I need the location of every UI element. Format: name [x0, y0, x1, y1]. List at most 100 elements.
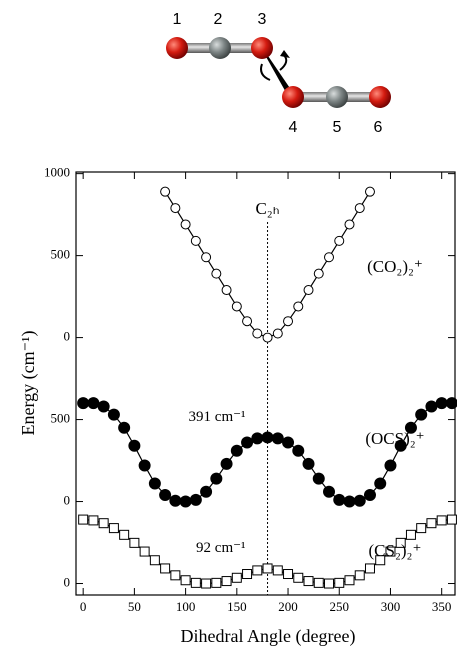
data-point: [324, 252, 335, 263]
data-point: [324, 578, 335, 589]
data-point: [190, 577, 201, 588]
data-point: [231, 572, 242, 583]
data-point: [374, 477, 387, 490]
series-label: (CO₂)₂⁺: [367, 257, 423, 276]
atom: [326, 86, 348, 108]
data-point: [261, 431, 274, 444]
data-point: [119, 529, 130, 540]
data-point: [363, 488, 376, 501]
barrier-label: 92 cm⁻¹: [196, 540, 246, 556]
x-tick-label: 100: [176, 599, 196, 614]
data-point: [129, 537, 140, 548]
data-point: [333, 493, 346, 506]
data-point: [242, 316, 253, 327]
data-point: [201, 578, 212, 589]
data-point: [88, 515, 99, 526]
data-point: [189, 493, 202, 506]
data-point: [262, 563, 273, 574]
data-point: [426, 518, 437, 529]
atom-label: 2: [214, 11, 223, 28]
data-point: [221, 285, 232, 296]
data-point: [139, 546, 150, 557]
data-point: [283, 316, 294, 327]
data-point: [148, 477, 161, 490]
data-point: [149, 555, 160, 566]
arrow-head: [280, 50, 290, 58]
data-point: [230, 444, 243, 457]
data-point: [364, 186, 375, 197]
data-point: [344, 219, 355, 230]
y-tick-label: 500: [51, 247, 71, 262]
data-point: [416, 523, 427, 534]
data-point: [292, 444, 305, 457]
data-point: [302, 457, 315, 470]
y-tick-label: 0: [64, 329, 71, 344]
data-point: [241, 436, 254, 449]
data-point: [425, 400, 438, 413]
data-point: [436, 515, 447, 526]
data-point: [282, 436, 295, 449]
data-point: [415, 408, 428, 421]
data-point: [272, 328, 283, 339]
series-label: (OCS)₂⁺: [365, 429, 424, 448]
data-point: [179, 495, 192, 508]
data-point: [344, 575, 355, 586]
data-point: [220, 457, 233, 470]
data-point: [445, 397, 457, 410]
data-point: [221, 576, 232, 587]
data-point: [211, 577, 222, 588]
data-point: [118, 421, 131, 434]
data-point: [98, 518, 109, 529]
reference-label: C₂ₕ: [255, 199, 279, 218]
data-point: [251, 432, 264, 445]
data-point: [435, 397, 448, 410]
data-point: [353, 494, 366, 507]
data-point: [303, 285, 314, 296]
atom: [251, 37, 273, 59]
data-point: [354, 203, 365, 214]
atom-label: 3: [258, 11, 267, 28]
data-point: [343, 495, 356, 508]
data-point: [78, 514, 89, 525]
x-tick-label: 50: [128, 599, 141, 614]
atom-label: 1: [173, 11, 182, 28]
data-point: [312, 472, 325, 485]
atom-label: 4: [289, 119, 298, 136]
data-point: [97, 400, 110, 413]
data-point: [160, 563, 171, 574]
data-point: [170, 570, 181, 581]
data-point: [231, 301, 242, 312]
data-point: [262, 332, 273, 343]
plot-frame: [75, 171, 456, 596]
data-point: [283, 569, 294, 580]
x-axis-title: Dihedral Angle (degree): [181, 626, 356, 647]
data-point: [210, 472, 223, 485]
data-point: [354, 570, 365, 581]
data-point: [180, 219, 191, 230]
y-tick-label: 1000: [44, 165, 70, 180]
data-point: [138, 459, 151, 472]
data-point: [313, 577, 324, 588]
data-point: [395, 537, 406, 548]
rotation-arrow: [279, 54, 288, 71]
data-point: [272, 565, 283, 576]
wedge-bond: [260, 46, 298, 100]
data-point: [180, 575, 191, 586]
data-point: [375, 555, 386, 566]
x-tick-label: 350: [432, 599, 452, 614]
x-tick-label: 300: [381, 599, 401, 614]
data-point: [252, 328, 263, 339]
atom: [209, 37, 231, 59]
data-point: [334, 577, 345, 588]
data-point: [405, 529, 416, 540]
atom-label: 5: [333, 119, 342, 136]
x-tick-label: 0: [80, 599, 87, 614]
data-point: [200, 485, 213, 498]
y-tick-label: 500: [51, 411, 71, 426]
data-point: [108, 523, 119, 534]
data-point: [160, 186, 171, 197]
data-point: [159, 488, 172, 501]
x-tick-label: 150: [227, 599, 247, 614]
data-point: [201, 252, 212, 263]
